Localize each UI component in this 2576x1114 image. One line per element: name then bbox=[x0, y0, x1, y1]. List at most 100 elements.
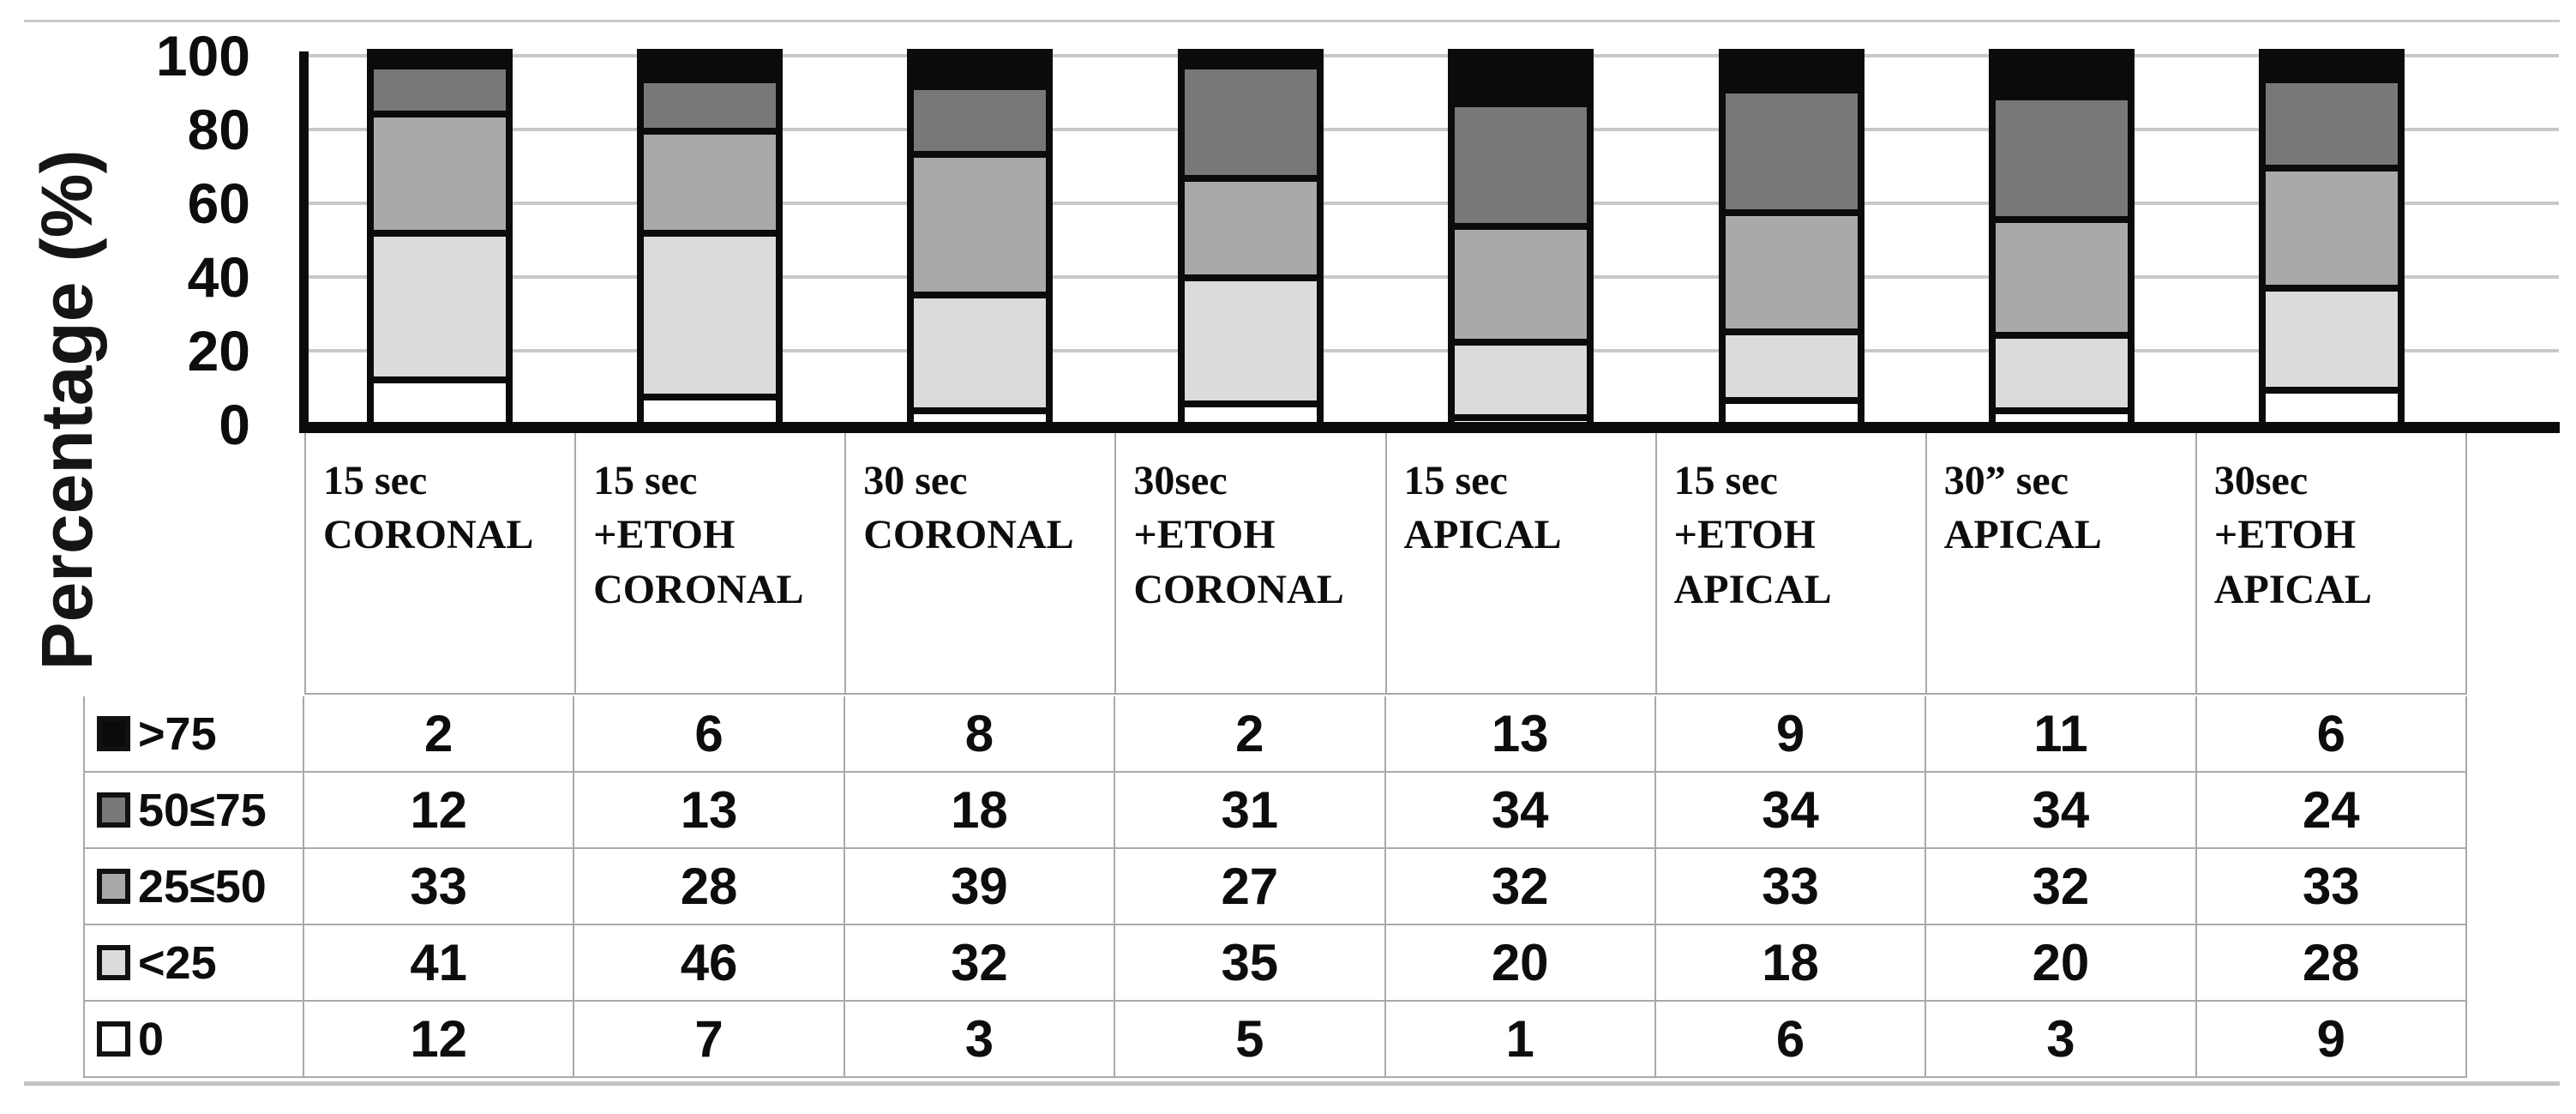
value-cell: 39 bbox=[845, 849, 1116, 924]
legend-label: 50≤75 bbox=[138, 784, 267, 836]
bar-segment bbox=[914, 407, 1047, 425]
gridline bbox=[309, 128, 2559, 131]
value-cell: 9 bbox=[2197, 1002, 2467, 1076]
legend-label: 0 bbox=[138, 1013, 165, 1065]
y-axis-tick-label: 100 bbox=[155, 24, 250, 87]
stacked-bar bbox=[2259, 49, 2405, 431]
column-header-cell: 30 sec CORONAL bbox=[844, 433, 1114, 693]
bar-segment bbox=[1455, 339, 1588, 414]
column-header-cell: 30” sec APICAL bbox=[1924, 433, 2195, 693]
table-row: 25≤50 33 28 39 27 32 33 32 33 bbox=[83, 849, 2467, 925]
value-cell: 32 bbox=[1926, 849, 2197, 924]
legend-cell: <25 bbox=[83, 925, 304, 1000]
value-cell: 33 bbox=[2197, 849, 2467, 924]
column-header-cell: 15 sec +ETOH CORONAL bbox=[574, 433, 844, 693]
value-cell: 32 bbox=[845, 925, 1116, 1000]
chart-top-border bbox=[24, 20, 2560, 22]
y-axis-tick-label: 40 bbox=[187, 245, 250, 309]
bar-segment bbox=[914, 82, 1047, 152]
value-cell: 13 bbox=[574, 773, 845, 847]
bar-segment bbox=[2266, 56, 2399, 76]
value-cell: 24 bbox=[2197, 773, 2467, 847]
table-row: <25 41 46 32 35 20 18 20 28 bbox=[83, 925, 2467, 1002]
value-cell: 28 bbox=[574, 849, 845, 924]
stacked-bar bbox=[1448, 49, 1594, 431]
legend-cell: >75 bbox=[83, 696, 304, 771]
legend-swatch bbox=[97, 716, 130, 751]
bar-segment bbox=[2266, 284, 2399, 388]
value-cell: 20 bbox=[1926, 925, 2197, 1000]
bar-segment bbox=[373, 230, 506, 377]
bar-segment bbox=[644, 56, 777, 76]
bar-segment bbox=[914, 151, 1047, 292]
bar-segment bbox=[644, 75, 777, 128]
column-header-cell: 30sec +ETOH CORONAL bbox=[1114, 433, 1384, 693]
value-cell: 41 bbox=[304, 925, 575, 1000]
value-cell: 11 bbox=[1926, 696, 2197, 771]
value-cell: 33 bbox=[304, 849, 575, 924]
bar-segment bbox=[1455, 56, 1588, 100]
bar-segment bbox=[373, 376, 506, 425]
bar-segment bbox=[1184, 56, 1317, 63]
bar-segment bbox=[1455, 223, 1588, 340]
y-axis-tick-label: 20 bbox=[187, 319, 250, 382]
category-header-row: 15 sec CORONAL 15 sec +ETOH CORONAL 30 sec… bbox=[304, 433, 2467, 695]
value-cell: 31 bbox=[1115, 773, 1386, 847]
bar-segment bbox=[2266, 165, 2399, 285]
value-cell: 2 bbox=[1115, 696, 1386, 771]
column-header-cell: 15 sec APICAL bbox=[1384, 433, 1655, 693]
legend-cell: 50≤75 bbox=[83, 773, 304, 847]
bar-segment bbox=[644, 394, 777, 425]
bar-segment bbox=[373, 110, 506, 231]
table-row: >75 2 6 8 2 13 9 11 6 bbox=[83, 696, 2467, 773]
chart-bottom-border bbox=[24, 1081, 2560, 1086]
value-cell: 13 bbox=[1386, 696, 1656, 771]
y-axis-line bbox=[299, 51, 309, 432]
bar-segment bbox=[1184, 400, 1317, 425]
value-cell: 12 bbox=[304, 773, 575, 847]
legend-cell: 0 bbox=[83, 1002, 304, 1076]
bar-segment bbox=[1455, 414, 1588, 425]
gridline bbox=[309, 275, 2559, 279]
stacked-bar bbox=[637, 49, 784, 431]
bar-segment bbox=[2266, 75, 2399, 166]
bar-segment bbox=[914, 291, 1047, 408]
value-cell: 35 bbox=[1115, 925, 1386, 1000]
bar-segment bbox=[1995, 407, 2128, 425]
y-axis-tick-label: 80 bbox=[187, 98, 250, 161]
value-cell: 34 bbox=[1926, 773, 2197, 847]
data-table-body: >75 2 6 8 2 13 9 11 6 50≤75 12 13 18 31 34 34 34 24 25≤50 3… bbox=[83, 696, 2467, 1078]
value-cell: 5 bbox=[1115, 1002, 1386, 1076]
value-cell: 12 bbox=[304, 1002, 575, 1076]
column-header-cell: 15 sec +ETOH APICAL bbox=[1654, 433, 1925, 693]
stacked-bar bbox=[1718, 49, 1864, 431]
bar-segment bbox=[914, 56, 1047, 83]
y-axis-tick-label: 60 bbox=[187, 172, 250, 235]
x-axis-line bbox=[299, 422, 2560, 433]
legend-swatch bbox=[97, 792, 130, 828]
bar-segment bbox=[644, 127, 777, 231]
legend-swatch bbox=[97, 869, 130, 904]
value-cell: 18 bbox=[1656, 925, 1927, 1000]
value-cell: 2 bbox=[304, 696, 575, 771]
column-header-cell: 15 sec CORONAL bbox=[304, 433, 574, 693]
value-cell: 6 bbox=[2197, 696, 2467, 771]
value-cell: 20 bbox=[1386, 925, 1656, 1000]
gridline bbox=[309, 349, 2559, 352]
value-cell: 28 bbox=[2197, 925, 2467, 1000]
bar-segment bbox=[1455, 99, 1588, 224]
bar-segment bbox=[2266, 387, 2399, 425]
value-cell: 33 bbox=[1656, 849, 1927, 924]
legend-label: >75 bbox=[138, 708, 217, 760]
legend-swatch bbox=[97, 1021, 130, 1057]
bar-segment bbox=[1184, 175, 1317, 274]
value-cell: 8 bbox=[845, 696, 1116, 771]
legend-cell: 25≤50 bbox=[83, 849, 304, 924]
bar-segment bbox=[1725, 328, 1858, 398]
value-cell: 32 bbox=[1386, 849, 1656, 924]
bar-segment bbox=[373, 62, 506, 111]
value-cell: 34 bbox=[1386, 773, 1656, 847]
legend-label: 25≤50 bbox=[138, 860, 267, 912]
value-cell: 34 bbox=[1656, 773, 1927, 847]
